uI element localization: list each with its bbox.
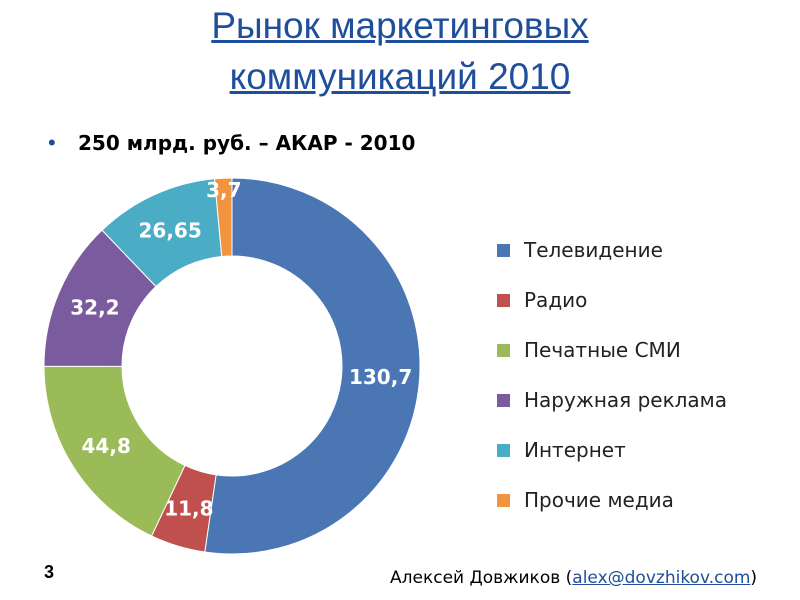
legend-label: Радио [524, 288, 588, 312]
legend-label: Печатные СМИ [524, 338, 681, 362]
bullet-icon: • [48, 130, 56, 155]
legend-label: Наружная реклама [524, 388, 728, 412]
subtitle-row: • 250 млрд. руб. – АКАР - 2010 [48, 128, 415, 158]
author-name: Алексей Довжиков ( [390, 568, 573, 588]
data-label-2: 44,8 [82, 434, 131, 458]
legend-item-1: Радио [497, 275, 797, 325]
legend-swatch [497, 293, 510, 307]
legend-label: Прочие медиа [524, 488, 674, 512]
legend-swatch [497, 493, 510, 507]
slide-title-line-1: Рынок маркетинговых [211, 5, 589, 46]
slide-title: Рынок маркетинговых коммуникаций 2010 [0, 0, 800, 102]
legend-swatch [497, 343, 510, 357]
legend-item-4: Интернет [497, 425, 797, 475]
legend-item-3: Наружная реклама [497, 375, 797, 425]
legend-swatch [497, 243, 510, 257]
data-label-3: 32,2 [70, 296, 119, 320]
page-number: 3 [44, 562, 55, 582]
legend-swatch [497, 443, 510, 457]
chart-legend: Телевидение Радио Печатные СМИ Наружная рек… [497, 225, 797, 525]
donut-slice-0 [204, 177, 421, 555]
donut-chart: 130,7 11,8 44,8 32,2 26,653,7 [43, 177, 421, 555]
author-close-paren: ) [750, 568, 758, 588]
legend-label: Интернет [524, 438, 626, 462]
slide-title-line-2: коммуникаций 2010 [229, 56, 571, 97]
data-label-4: 26,65 [139, 218, 202, 242]
legend-item-0: Телевидение [497, 225, 797, 275]
legend-label: Телевидение [524, 238, 663, 262]
legend-swatch [497, 393, 510, 407]
author-email-link[interactable]: alex@dovzhikov.com [572, 568, 751, 588]
data-label-1: 11,8 [164, 497, 213, 521]
author-credit: Алексей Довжиков (alex@dovzhikov.com) [390, 568, 757, 588]
legend-item-5: Прочие медиа [497, 475, 797, 525]
data-label-0: 130,7 [349, 365, 412, 389]
subtitle: 250 млрд. руб. – АКАР - 2010 [78, 131, 416, 155]
legend-item-2: Печатные СМИ [497, 325, 797, 375]
data-label-5: 3,7 [206, 178, 241, 202]
donut-slice-5 [213, 177, 233, 258]
